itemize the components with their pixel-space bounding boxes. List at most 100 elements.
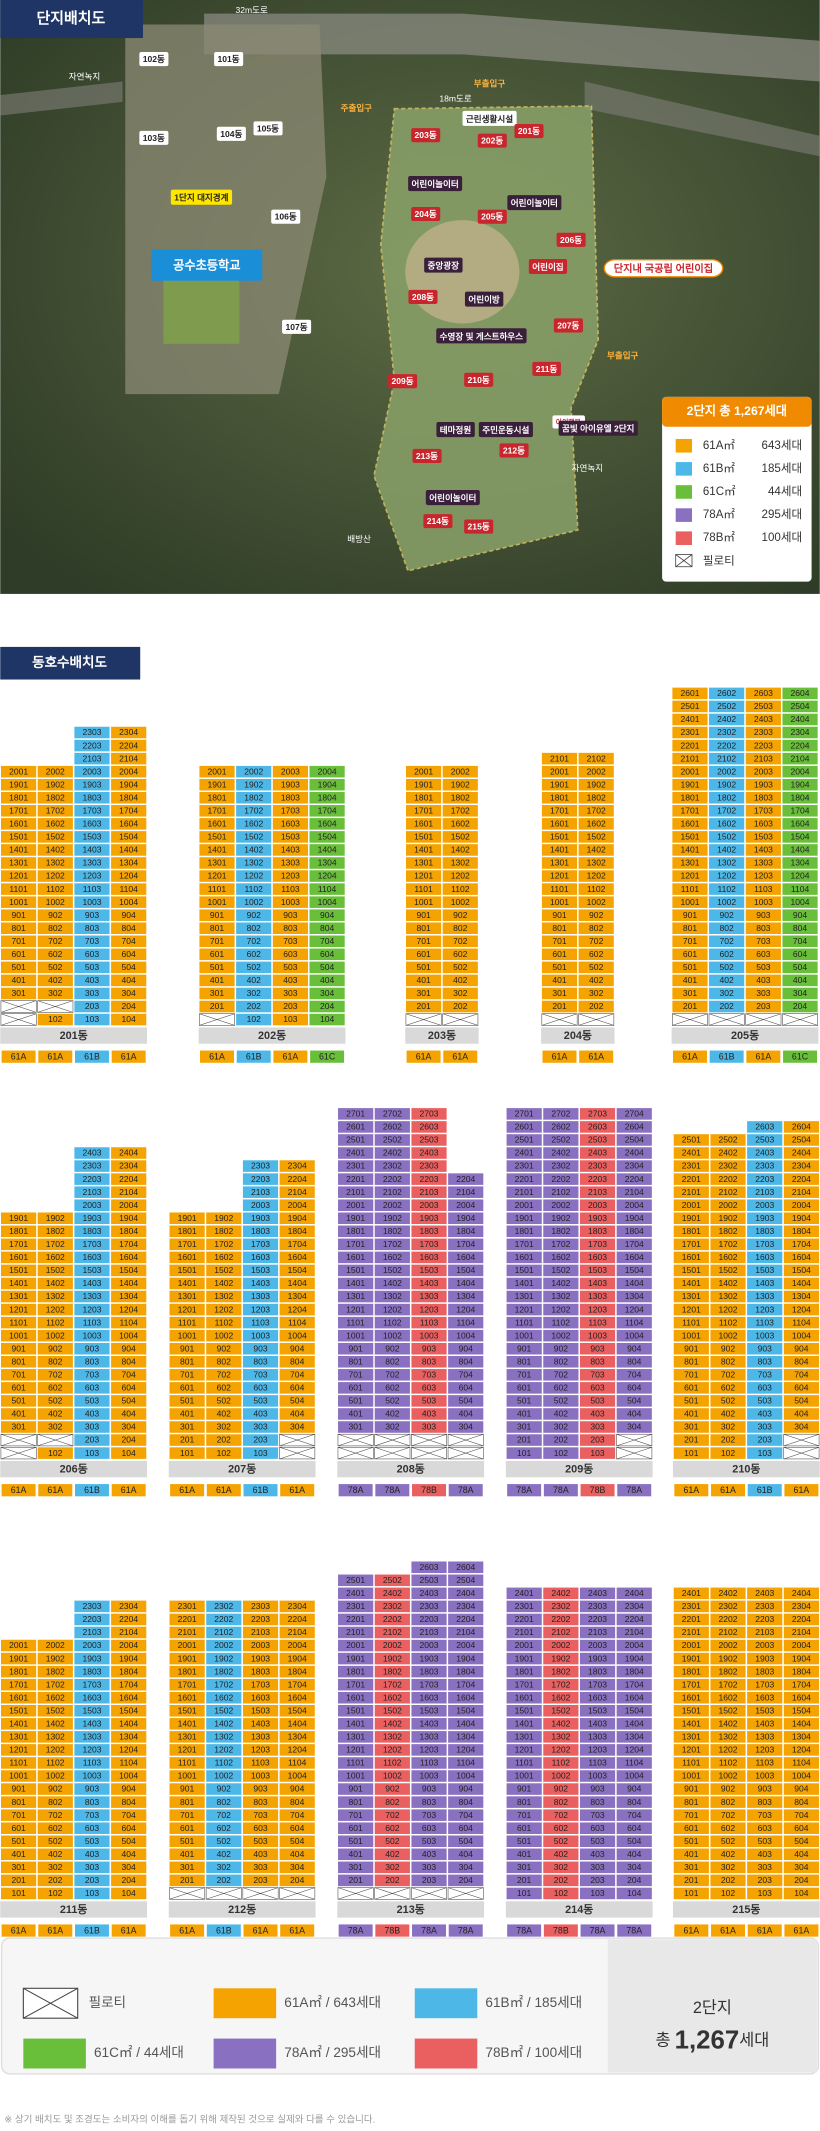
unit-cell [671,960,709,974]
map-label-text: 207동 [557,320,579,330]
unit-number: 1704 [119,1239,138,1249]
unit-number: 203 [85,1435,100,1445]
unit-number: 704 [794,1369,809,1379]
type-label: 78A [348,1925,364,1935]
unit-number: 1504 [288,1705,307,1715]
building-name-bar [198,1027,346,1044]
map-label-text: 부출입구 [607,349,639,360]
unit-number: 2101 [178,1627,197,1637]
unit-number: 604 [290,1383,305,1393]
unit-number: 1104 [288,1317,307,1327]
unit-number: 403 [590,1409,605,1419]
unit-number: 1501 [680,832,699,842]
unit-number: 2004 [288,1640,307,1650]
unit-cell [73,973,111,987]
unit-number: 903 [85,1784,100,1794]
type-box [579,1050,614,1063]
unit-number: 602 [217,1823,232,1833]
piloti-cross [0,1000,37,1013]
map-label: 부출입구 [474,78,506,89]
unit-number: 302 [721,1862,736,1872]
unit-number: 1204 [119,871,138,881]
unit-number: 702 [721,1369,736,1379]
unit-cell [235,934,272,948]
unit-number: 2002 [551,1640,570,1650]
unit-number: 1602 [551,1252,570,1262]
unit-cell [442,791,479,805]
unit-number: 1102 [383,1758,402,1768]
unit-number: 804 [320,923,335,933]
unit-number: 2104 [119,1627,138,1637]
unit-number: 904 [793,910,808,920]
unit-number: 503 [85,1836,100,1846]
unit-number: 403 [590,1849,605,1859]
unit-number: 1203 [420,1745,439,1755]
unit-cell [198,765,236,779]
unit-number: 603 [85,949,100,959]
unit-number: 301 [210,988,225,998]
unit-cell [37,869,74,883]
unit-number: 801 [11,1797,26,1807]
unit-cell [541,830,578,844]
unit-number: 2401 [515,1148,534,1158]
unit-number: 603 [758,1823,773,1833]
unit-number: 1302 [46,1732,65,1742]
unit-number: 1701 [9,1679,28,1689]
unit-number: 1101 [515,1758,534,1768]
unit-number: 802 [217,1797,232,1807]
unit-number: 2103 [82,753,101,763]
unit-number: 903 [758,1784,773,1794]
unit-cell [308,856,346,870]
unit-cell [110,726,147,739]
unit-cell [110,856,147,870]
unit-number: 2503 [420,1575,439,1585]
unit-number: 1501 [9,832,28,842]
unit-cell [671,791,709,805]
unit-number: 2301 [515,1161,534,1171]
unit-number: 801 [349,1797,364,1807]
unit-cell [671,804,709,818]
unit-number: 2304 [288,1601,307,1611]
unit-number: 1204 [288,1745,307,1755]
unit-number: 1303 [420,1291,439,1301]
legend-area: 78B㎡ [703,531,736,544]
unit-number: 703 [590,1369,605,1379]
unit-cell [577,804,615,818]
unit-number: 601 [210,949,225,959]
unit-number: 2203 [251,1174,270,1184]
unit-number: 801 [517,1797,532,1807]
unit-number: 701 [210,936,225,946]
map-label-text: 107동 [285,322,307,332]
legend-label: 78A㎡ / 295세대 [284,2045,381,2060]
unit-number: 504 [794,1836,809,1846]
unit-number: 2304 [792,1601,811,1611]
unit-number: 2004 [318,766,337,776]
unit-number: 601 [180,1823,195,1833]
unit-number: 2404 [625,1588,644,1598]
map-label: 근린생활시설 [462,110,517,126]
type-label: 78B [590,1485,606,1495]
building-name: 207동 [228,1463,256,1476]
unit-number: 1002 [46,897,65,907]
unit-cell [0,908,37,922]
unit-number: 2602 [383,1122,402,1132]
unit-number: 1503 [754,832,773,842]
unit-cell [442,830,479,844]
unit-number: 1003 [588,1771,607,1781]
unit-number: 1903 [251,1653,270,1663]
unit-number: 2502 [383,1135,402,1145]
unit-number: 1402 [719,1278,738,1288]
unit-number: 303 [756,988,771,998]
map-label-text: 201동 [518,126,540,136]
unit-number: 703 [590,1810,605,1820]
unit-number: 1504 [792,1705,811,1715]
unit-number: 1102 [215,1758,234,1768]
unit-number: 203 [253,1875,268,1885]
unit-number: 1501 [515,1265,534,1275]
unit-number: 304 [459,1422,474,1432]
unit-number: 2001 [208,766,227,776]
unit-number: 2201 [178,1614,197,1624]
unit-cell [37,947,74,961]
unit-number: 1901 [550,779,569,789]
unit-cell [235,817,272,831]
